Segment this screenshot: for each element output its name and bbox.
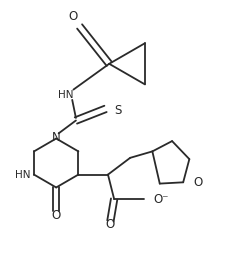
Text: N: N bbox=[52, 131, 61, 144]
Text: O: O bbox=[69, 10, 78, 23]
Text: HN: HN bbox=[15, 170, 31, 179]
Text: O: O bbox=[106, 218, 115, 231]
Text: O⁻: O⁻ bbox=[154, 192, 169, 206]
Text: O: O bbox=[193, 176, 202, 189]
Text: HN: HN bbox=[58, 90, 74, 100]
Text: S: S bbox=[114, 104, 122, 117]
Text: O: O bbox=[52, 209, 61, 222]
